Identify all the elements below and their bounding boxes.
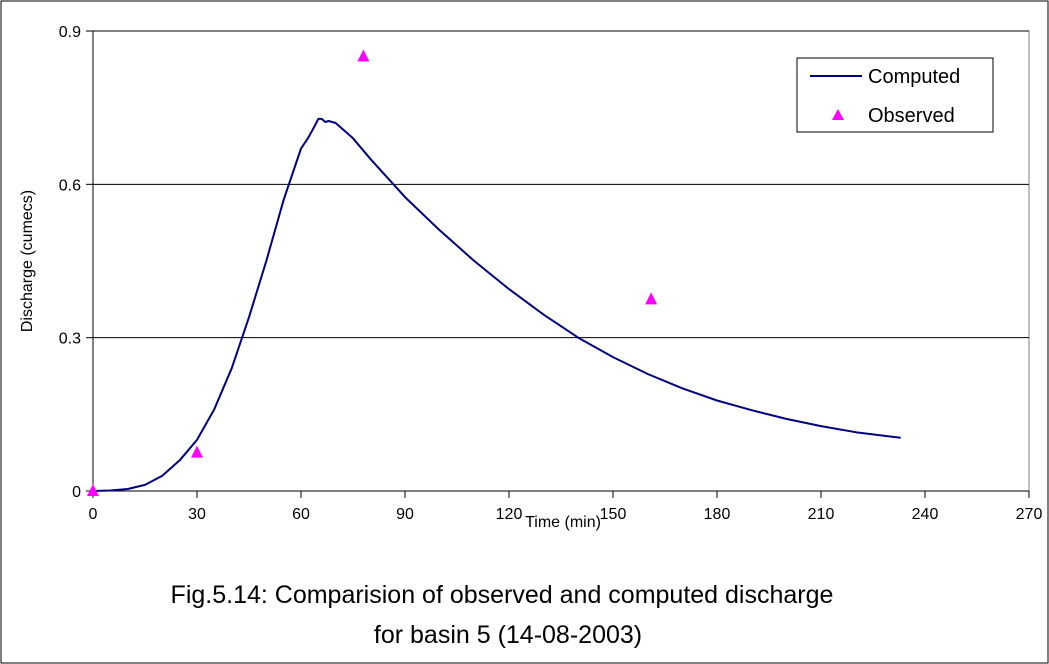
y-tick-label-0: 0 — [72, 484, 81, 501]
legend-observed-label: Observed — [868, 105, 955, 127]
x-tick-label-1: 30 — [188, 506, 206, 523]
observed-point-3 — [645, 292, 658, 305]
x-tick-label-6: 180 — [704, 506, 731, 523]
y-axis-label: Discharge (cumecs) — [19, 190, 36, 332]
x-tick-label-4: 120 — [496, 506, 523, 523]
legend-observed-marker — [832, 109, 844, 120]
observed-point-2 — [357, 49, 370, 62]
legend: Computed Observed — [796, 57, 994, 133]
legend-computed-label: Computed — [868, 66, 960, 88]
x-tick-label-5: 150 — [600, 506, 627, 523]
observed-point-0 — [87, 484, 99, 496]
x-tick-label-8: 240 — [912, 506, 939, 523]
observed-point-1 — [191, 445, 203, 458]
x-tick-label-0: 0 — [89, 506, 98, 523]
series-layer — [87, 49, 901, 496]
y-tick-label-2: 0.6 — [59, 177, 81, 194]
x-axis: 0 30 60 90 120 150 180 210 240 270 — [89, 490, 1043, 523]
series-line-computed — [92, 117, 901, 492]
caption-line-1: Fig.5.14: Comparision of observed and co… — [171, 581, 834, 609]
x-tick-label-7: 210 — [808, 506, 835, 523]
x-tick-label-3: 90 — [396, 506, 414, 523]
legend-box — [796, 57, 994, 133]
x-axis-label: Time (min) — [525, 514, 601, 531]
x-tick-label-9: 270 — [1016, 506, 1043, 523]
y-axis: 0 0.3 0.6 0.9 — [59, 24, 94, 501]
gridlines — [93, 30, 1029, 339]
x-tick-label-2: 60 — [292, 506, 310, 523]
y-tick-label-3: 0.9 — [59, 24, 81, 41]
y-tick-label-1: 0.3 — [59, 331, 81, 348]
caption-line-2: for basin 5 (14-08-2003) — [374, 621, 642, 649]
